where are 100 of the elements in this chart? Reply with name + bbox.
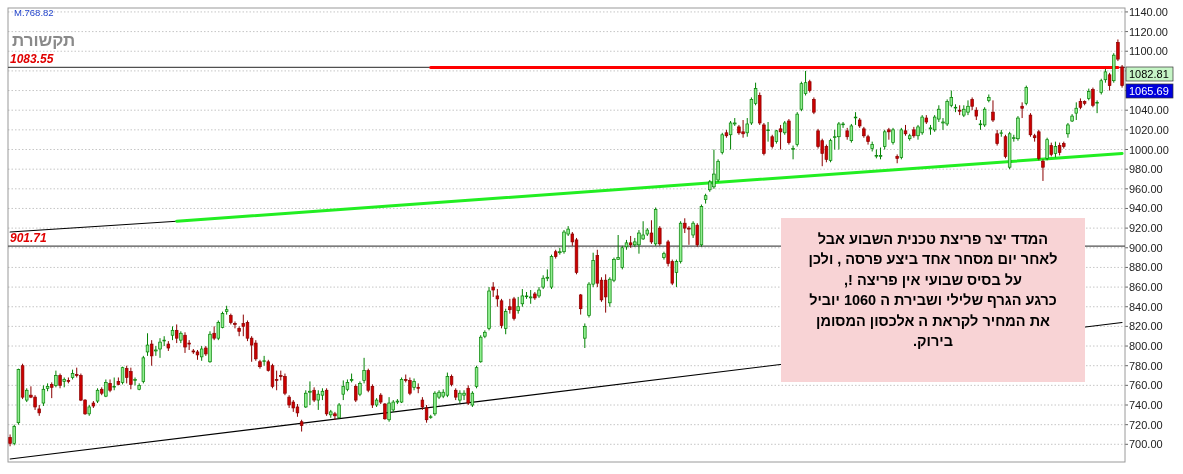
candlestick	[883, 129, 887, 151]
candlestick	[1028, 112, 1033, 138]
candlestick	[741, 119, 745, 139]
candlestick	[1045, 137, 1049, 161]
text: 1065.69	[1129, 85, 1169, 97]
annotation: המדד יצר פריצת טכנית השבוע אבל	[817, 230, 1049, 247]
candlestick	[333, 411, 337, 421]
candlestick	[283, 373, 287, 396]
candlestick	[504, 308, 508, 335]
candlestick	[270, 363, 275, 389]
candlestick	[145, 332, 150, 357]
candlestick	[603, 273, 608, 314]
candlestick	[433, 390, 437, 417]
candlestick	[1003, 134, 1008, 159]
y-tick-label: 860.00	[1129, 281, 1163, 294]
candlestick	[1116, 38, 1120, 62]
candlestick	[466, 384, 470, 406]
y-tick-label: 920.00	[1129, 222, 1163, 235]
candlestick	[362, 357, 366, 384]
candlestick	[508, 298, 512, 315]
y-tick-label: 900.00	[1129, 241, 1163, 254]
candlestick	[1095, 99, 1099, 114]
candlestick	[1024, 85, 1028, 106]
candlestick	[241, 314, 245, 337]
ref-line-label: 1083.55	[10, 52, 54, 67]
candlestick	[324, 387, 329, 417]
candlestick	[316, 389, 320, 411]
candlestick	[474, 365, 479, 389]
candlestick	[687, 225, 691, 246]
candlestick	[341, 379, 345, 401]
candlestick	[254, 339, 258, 362]
candlestick	[658, 225, 662, 247]
y-tick-label: 1100.00	[1129, 45, 1168, 58]
y-tick-label: 1020.00	[1129, 123, 1169, 136]
candlestick	[141, 355, 146, 384]
candlestick	[728, 120, 733, 151]
candlestick	[712, 149, 716, 190]
candlestick	[1041, 158, 1045, 182]
candlestick	[837, 121, 841, 151]
annotation: בירוק.	[913, 333, 953, 350]
annotation: לאחר יום מסחר אחד ביצע פרסה , ולכן	[808, 251, 1058, 268]
y-tick-label: 800.00	[1129, 340, 1163, 353]
candlestick	[245, 319, 250, 342]
candlestick	[1016, 115, 1020, 142]
candlestick	[462, 389, 466, 401]
candlestick	[695, 222, 699, 248]
candlestick	[720, 132, 724, 155]
annotation: את המחיר לקראת ה אלכסון המסומן	[816, 312, 1051, 329]
candlestick	[920, 114, 924, 136]
candlestick	[791, 145, 795, 160]
y-tick-label: 960.00	[1129, 182, 1163, 195]
candlestick	[399, 376, 404, 404]
candlestick	[158, 337, 162, 359]
candlestick	[133, 376, 137, 386]
candlestick	[512, 296, 516, 321]
y-tick-label: 1120.00	[1129, 25, 1168, 38]
candlestick	[945, 98, 949, 127]
y-tick-label: 840.00	[1129, 300, 1163, 313]
candlestick	[41, 384, 46, 407]
candlestick	[1120, 64, 1124, 89]
candlestick	[991, 99, 995, 123]
candlestick	[237, 325, 241, 337]
candlestick	[129, 367, 133, 390]
candlestick	[308, 380, 312, 406]
y-tick-label: 1040.00	[1129, 104, 1169, 117]
y-tick-label: 780.00	[1129, 359, 1163, 372]
y-tick-label: 980.00	[1129, 163, 1163, 176]
candlestick	[183, 331, 187, 354]
candlestick	[1091, 87, 1095, 108]
annotation: כרגע הגרף שלילי ושבירת ה 1060 יוביל	[809, 292, 1057, 309]
y-tick-label: 740.00	[1129, 399, 1163, 411]
y-tick-label: 720.00	[1129, 418, 1163, 431]
ref-line-label: 901.71	[10, 231, 48, 246]
y-tick-label: 700.00	[1129, 438, 1163, 451]
y-tick-label: 880.00	[1129, 261, 1163, 274]
candlestick	[649, 219, 654, 245]
candlestick	[1020, 101, 1024, 119]
candlestick	[849, 123, 854, 144]
text: תקשורת	[12, 31, 76, 50]
candlestick	[641, 220, 645, 241]
y-tick-label: 760.00	[1129, 379, 1163, 392]
candlestick	[787, 118, 791, 146]
candlestick	[966, 99, 970, 116]
candlestick	[778, 124, 783, 151]
candlestick	[562, 229, 566, 255]
y-tick-label: 1140.00	[1129, 5, 1168, 18]
annotation: M.768.82	[14, 7, 54, 18]
candlestick	[445, 372, 450, 398]
y-tick-label: 820.00	[1129, 320, 1163, 333]
text: 1082.81	[1129, 68, 1169, 80]
candlestick	[12, 424, 16, 446]
candlestick	[262, 355, 266, 367]
candlestick	[150, 339, 154, 367]
candlestick	[583, 322, 587, 349]
candlestick	[887, 127, 891, 141]
candlestick	[766, 121, 770, 143]
annotation: על בסיס שבועי אין פריצה !,	[844, 271, 1023, 288]
y-tick-label: 1000.00	[1129, 143, 1169, 156]
candlestick	[982, 106, 987, 128]
y-tick-label: 940.00	[1129, 202, 1163, 215]
